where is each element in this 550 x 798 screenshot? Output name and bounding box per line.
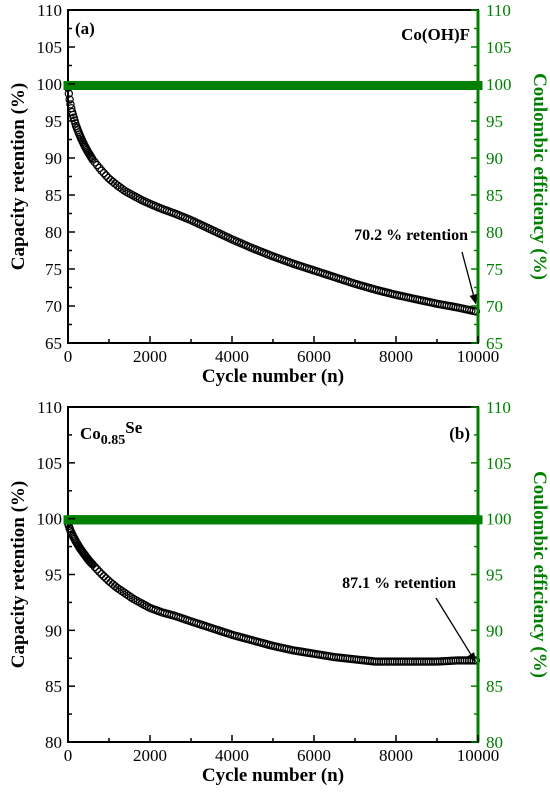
x-tick-label: 2000 (133, 746, 167, 765)
left-tick-label: 75 (45, 260, 62, 279)
right-tick-label: 95 (486, 112, 503, 131)
left-tick-label: 80 (45, 223, 62, 242)
capacity-point (471, 307, 481, 316)
right-tick-label: 105 (486, 454, 512, 473)
retention-annotation: 70.2 % retention (354, 227, 468, 244)
material-label-main: Co (80, 424, 101, 443)
left-tick-label: 110 (37, 1, 62, 20)
coulombic-series (63, 515, 483, 525)
right-axis-title: Coulombic efficiency (%) (529, 73, 550, 280)
retention-annotation: 87.1 % retention (342, 575, 456, 592)
x-tick-label: 4000 (215, 347, 249, 366)
material-label: Co(OH)F (401, 25, 470, 44)
chart-panel-b: 80 85 90 95 100 105 110 80 85 90 95 100 105 110 0 200… (8, 398, 550, 786)
x-tick-label: 0 (64, 347, 73, 366)
plot-frame (67, 9, 479, 344)
capacity-point (97, 569, 106, 579)
x-tick-label: 6000 (297, 347, 331, 366)
x-tick-label: 6000 (297, 746, 331, 765)
x-tick-label: 2000 (133, 347, 167, 366)
x-tick-label: 8000 (379, 347, 413, 366)
x-axis: 0 2000 4000 6000 8000 10000 (64, 735, 500, 765)
capacity-point (95, 163, 104, 173)
capacity-point (97, 166, 106, 175)
x-tick-label: 0 (64, 746, 73, 765)
annotation-arrowhead (467, 652, 476, 663)
capacity-series (63, 518, 481, 666)
left-tick-label: 105 (37, 38, 63, 57)
right-tick-label: 90 (486, 621, 503, 640)
left-tick-label: 105 (37, 454, 63, 473)
x-tick-label: 10000 (457, 347, 500, 366)
left-tick-label: 100 (37, 510, 63, 529)
right-tick-label: 90 (486, 149, 503, 168)
capacity-point (95, 567, 104, 577)
capacity-point (92, 565, 102, 574)
chart-panel-a: 65 70 75 80 85 90 95 100 105 110 65 70 75 80 85 90 95 10… (8, 1, 550, 387)
x-tick-label: 4000 (215, 746, 249, 765)
capacity-point (101, 171, 111, 180)
material-label-sup: Se (125, 418, 142, 437)
left-tick-label: 65 (45, 334, 62, 353)
right-tick-label: 110 (486, 1, 511, 20)
capacity-point (99, 168, 109, 178)
capacity-point (66, 100, 75, 109)
left-tick-label: 110 (37, 398, 62, 417)
material-label-main: Co(OH)F (401, 25, 470, 44)
panel-label: (b) (449, 424, 470, 443)
left-tick-label: 95 (45, 112, 62, 131)
right-tick-label: 100 (486, 75, 512, 94)
right-tick-label: 85 (486, 677, 503, 696)
right-tick-label: 80 (486, 733, 503, 752)
x-axis-title: Cycle number (n) (202, 765, 344, 786)
left-tick-label: 80 (45, 733, 62, 752)
capacity-point (88, 560, 97, 569)
material-label: Co0.85Se (80, 418, 143, 448)
left-axis-title: Capacity retention (%) (8, 83, 29, 271)
right-axis: 80 85 90 95 100 105 110 (471, 398, 512, 752)
annotation-arrowhead (469, 293, 478, 305)
right-tick-label: 85 (486, 186, 503, 205)
x-axis: 0 2000 4000 6000 8000 10000 (64, 336, 500, 366)
capacity-series (63, 83, 481, 316)
left-axis: 80 85 90 95 100 105 110 (37, 398, 75, 752)
left-tick-label: 90 (45, 149, 62, 168)
right-tick-label: 105 (486, 38, 512, 57)
right-axis-title: Coulombic efficiency (%) (529, 471, 550, 678)
x-tick-label: 10000 (457, 746, 500, 765)
material-label-sub: 0.85 (101, 433, 126, 448)
left-tick-label: 70 (45, 297, 62, 316)
x-axis-title: Cycle number (n) (202, 366, 344, 387)
right-axis: 65 70 75 80 85 90 95 100 105 110 (471, 1, 512, 353)
left-axis: 65 70 75 80 85 90 95 100 105 110 (37, 1, 75, 353)
capacity-point (64, 89, 74, 98)
right-tick-label: 75 (486, 260, 503, 279)
capacity-point (471, 656, 481, 665)
coulombic-series (63, 80, 483, 90)
left-tick-label: 90 (45, 621, 62, 640)
capacity-point (119, 186, 129, 195)
annotation-arrow (461, 251, 475, 297)
right-tick-label: 80 (486, 223, 503, 242)
capacity-point (85, 557, 95, 566)
right-tick-label: 70 (486, 297, 503, 316)
left-axis-title: Capacity retention (%) (8, 481, 29, 669)
right-tick-label: 95 (486, 566, 503, 585)
left-tick-label: 95 (45, 566, 62, 585)
left-tick-label: 100 (37, 75, 63, 94)
left-tick-label: 85 (45, 186, 62, 205)
capacity-point (90, 562, 100, 572)
right-tick-label: 65 (486, 334, 503, 353)
left-tick-label: 85 (45, 677, 62, 696)
capacity-point (126, 593, 136, 602)
capacity-point (99, 572, 109, 581)
annotation-arrow (435, 597, 473, 657)
right-tick-label: 100 (486, 510, 512, 529)
panel-label: (a) (75, 19, 95, 38)
right-tick-label: 110 (486, 398, 511, 417)
x-tick-label: 8000 (379, 746, 413, 765)
